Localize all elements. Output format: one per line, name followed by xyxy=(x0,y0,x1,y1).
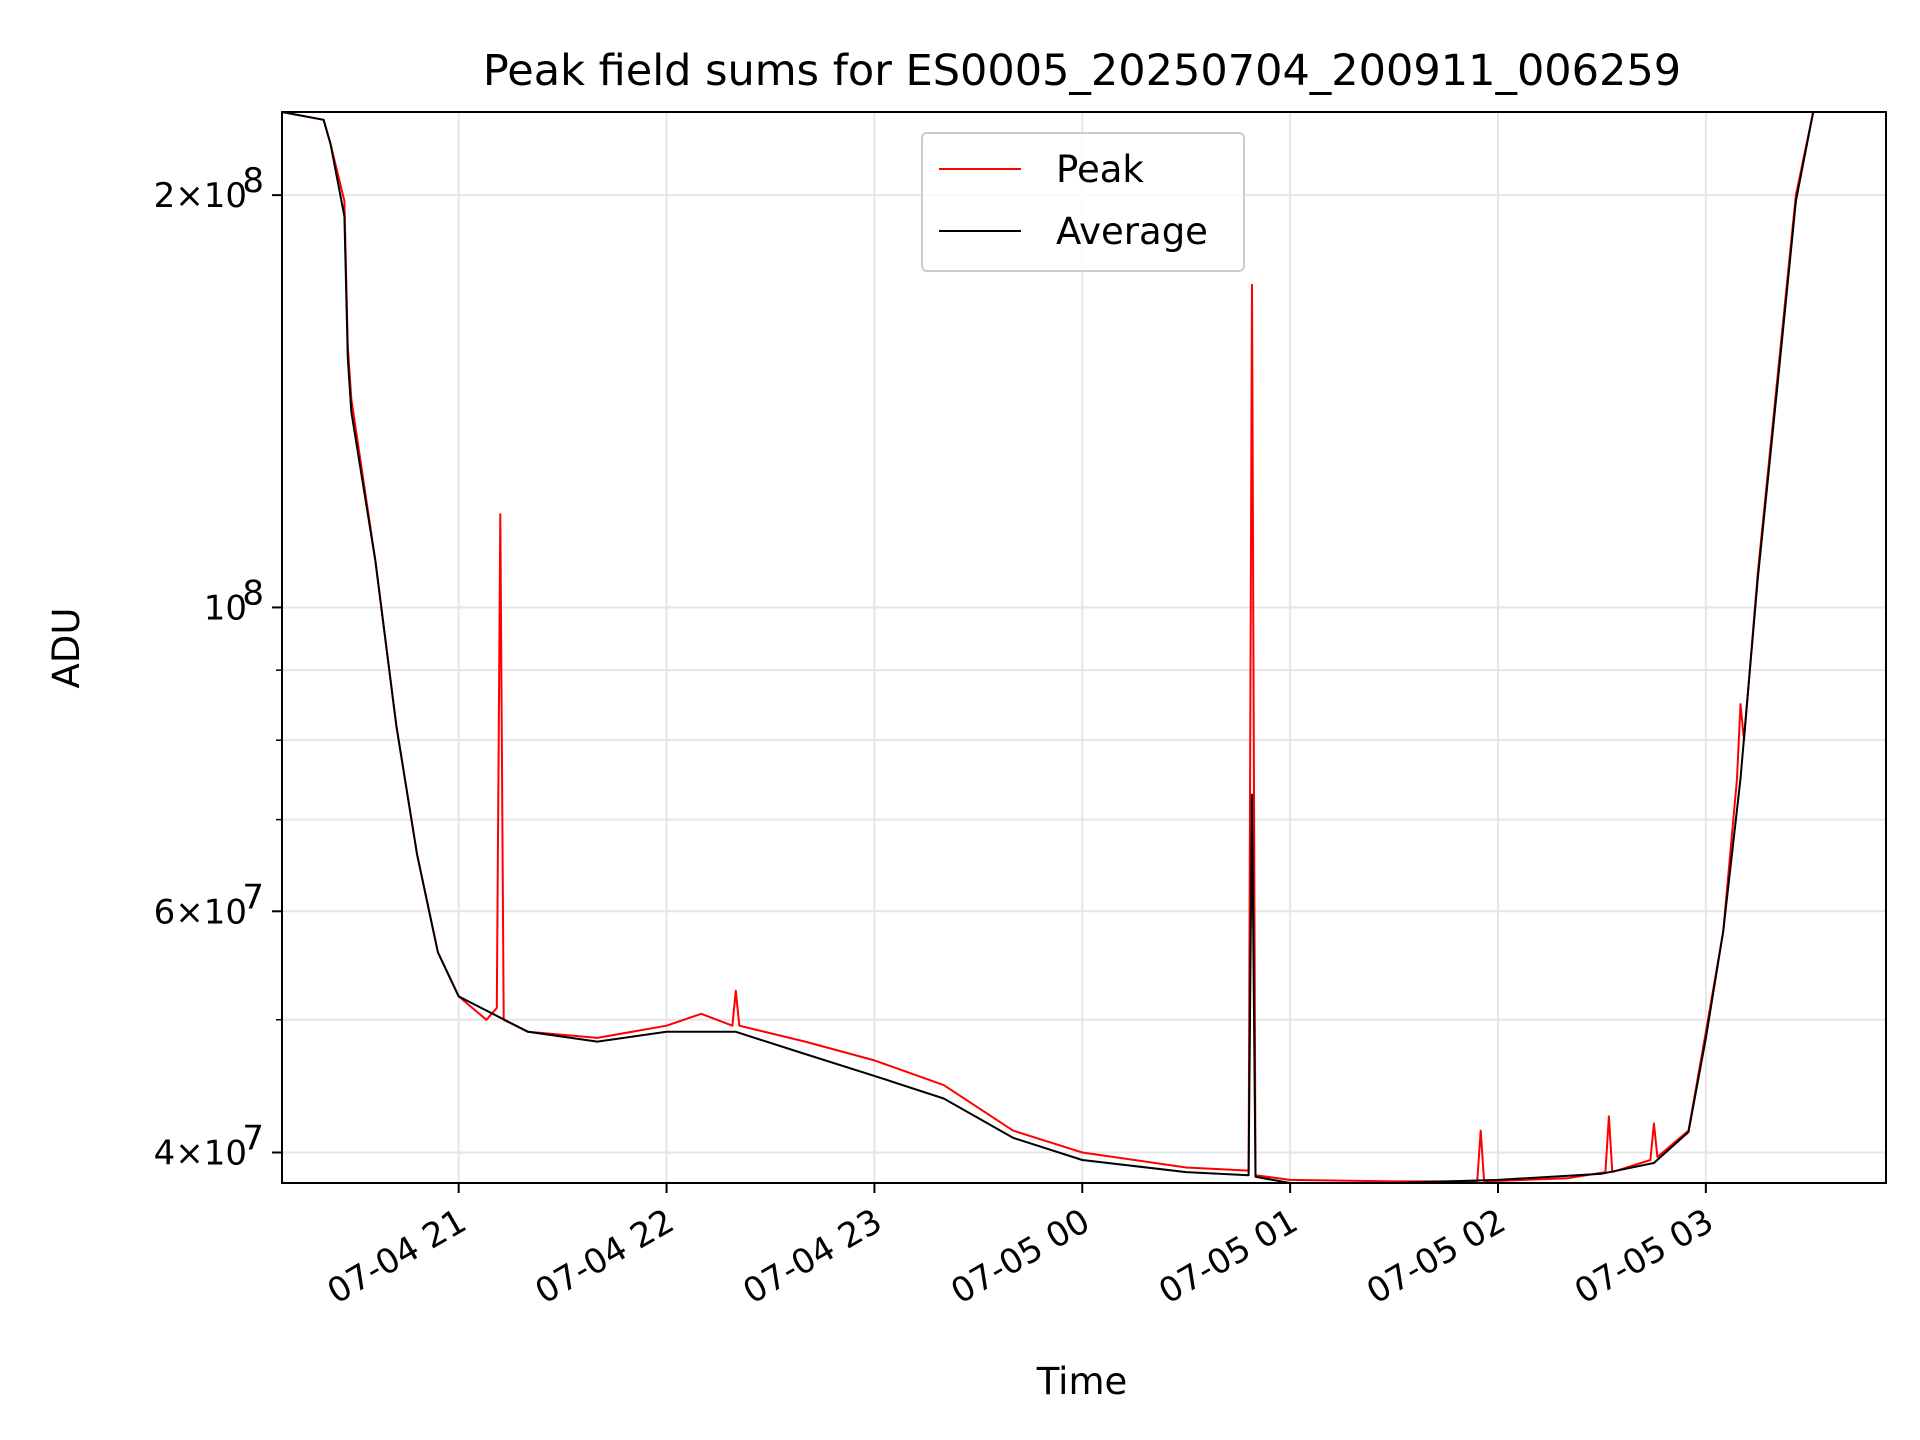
legend-label-average: Average xyxy=(1056,210,1208,253)
legend: Peak Average xyxy=(921,132,1245,272)
y-tick-label: 74×10 xyxy=(154,1118,264,1173)
legend-box xyxy=(921,132,1245,272)
y-tick-label: 82×10 xyxy=(154,161,264,216)
y-tick-exponent: 7 xyxy=(242,877,264,917)
legend-label-peak: Peak xyxy=(1056,148,1144,191)
y-tick-base: 6×10 xyxy=(154,892,247,932)
y-tick-label: 76×10 xyxy=(154,877,264,932)
y-tick-exponent: 8 xyxy=(242,573,264,613)
plot-area-frame xyxy=(281,111,1887,1184)
y-tick-base: 4×10 xyxy=(154,1133,247,1173)
y-tick-base: 10 xyxy=(204,588,247,628)
y-tick-exponent: 7 xyxy=(242,1118,264,1158)
y-tick-base: 2×10 xyxy=(154,176,247,216)
y-tick-exponent: 8 xyxy=(242,161,264,201)
series-layer xyxy=(281,111,1815,1184)
y-axis-label: ADU xyxy=(45,608,88,689)
series-line-average xyxy=(281,111,1815,1184)
chart-title: Peak field sums for ES0005_20250704_2009… xyxy=(483,46,1681,96)
x-axis-label: Time xyxy=(1036,1360,1128,1403)
y-tick-label: 810 xyxy=(204,573,264,628)
